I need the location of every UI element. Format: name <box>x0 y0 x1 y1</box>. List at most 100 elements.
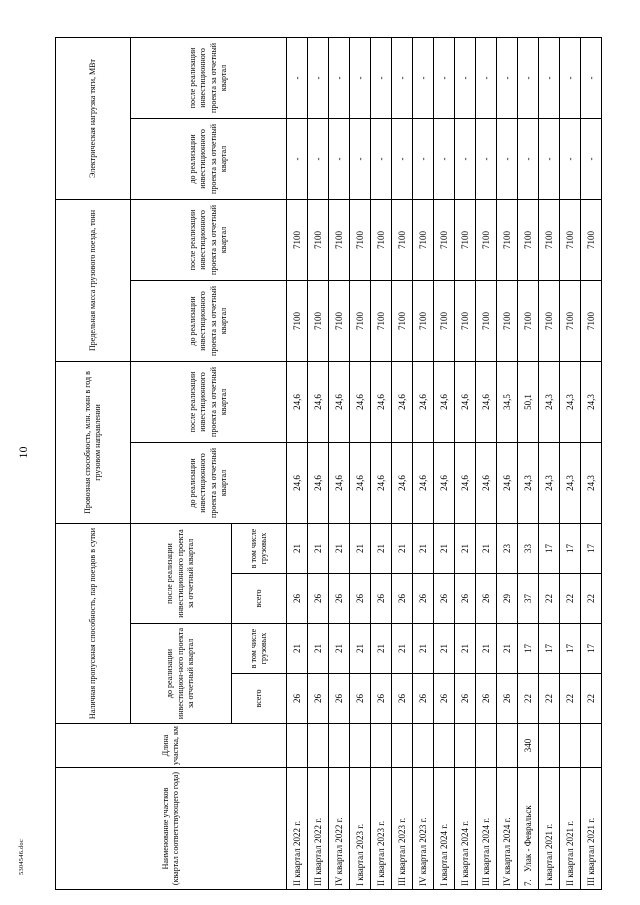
row-name-cell: I квартал 2023 г. <box>349 767 371 890</box>
cell-carry-before: 24,6 <box>307 442 329 524</box>
cell-mass-after: 7100 <box>286 199 308 281</box>
cell-electric-after: - <box>328 37 350 119</box>
cell-cap-after-freight: 23 <box>496 523 518 574</box>
cell-mass-before: 7100 <box>307 280 329 362</box>
cell-carry-before: 24,6 <box>370 442 392 524</box>
cell-cap-after-freight: 33 <box>517 523 539 574</box>
cell-mass-before: 7100 <box>559 280 581 362</box>
cell-electric-before: - <box>370 118 392 200</box>
cell-mass-before: 7100 <box>475 280 497 362</box>
header-capacity-after: после реализации инвестиционного проекта… <box>130 523 232 624</box>
header-section-name: Наименование участков (квартал соответст… <box>55 767 287 890</box>
table-header: Наименование участков (квартал соответст… <box>55 37 287 890</box>
cell-electric-before: - <box>328 118 350 200</box>
cell-electric-before: - <box>412 118 434 200</box>
cell-carry-after: 24,6 <box>475 361 497 443</box>
capacity-table: Наименование участков (квартал соответст… <box>55 37 602 890</box>
cell-carry-before: 24,6 <box>328 442 350 524</box>
cell-mass-before: 7100 <box>454 280 476 362</box>
cell-electric-after: - <box>454 37 476 119</box>
cell-mass-before: 7100 <box>538 280 560 362</box>
cell-carry-before: 24,6 <box>349 442 371 524</box>
cell-cap-after-total: 26 <box>412 573 434 624</box>
row-name: IV квартал 2024 г. <box>501 817 512 887</box>
cell-cap-after-freight: 17 <box>559 523 581 574</box>
header-capacity-after-total: всего <box>231 573 287 624</box>
cell-cap-after-total: 26 <box>307 573 329 624</box>
cell-mass-after: 7100 <box>307 199 329 281</box>
header-group-carrying: Провозная способность, млн. тонн в год в… <box>55 361 131 524</box>
row-name-cell: I квартал 2021 г. <box>538 767 560 890</box>
cell-electric-after: - <box>349 37 371 119</box>
cell-cap-after-total: 26 <box>370 573 392 624</box>
header-electric-before: до реализации инвестиционного проекта за… <box>130 118 287 200</box>
cell-carry-after: 24,6 <box>349 361 371 443</box>
row-name-cell: IV квартал 2023 г. <box>412 767 434 890</box>
table-row: IV квартал 2024 г. 26 21 29 23 24,6 34,5 7100 71… <box>496 37 518 890</box>
cell-cap-after-total: 26 <box>349 573 371 624</box>
cell-carry-after: 24,3 <box>559 361 581 443</box>
cell-mass-after: 7100 <box>328 199 350 281</box>
cell-cap-before-total: 26 <box>433 673 455 724</box>
cell-cap-before-freight: 21 <box>454 623 476 674</box>
cell-cap-after-total: 22 <box>559 573 581 624</box>
row-name-cell: I квартал 2024 г. <box>433 767 455 890</box>
cell-electric-after: - <box>370 37 392 119</box>
cell-carry-after: 24,6 <box>307 361 329 443</box>
cell-carry-before: 24,3 <box>559 442 581 524</box>
cell-length <box>370 723 392 768</box>
cell-electric-after: - <box>307 37 329 119</box>
cell-cap-before-freight: 21 <box>433 623 455 674</box>
cell-mass-after: 7100 <box>517 199 539 281</box>
row-name-cell: II квартал 2021 г. <box>559 767 581 890</box>
table-row: I квартал 2023 г. 26 21 26 21 24,6 24,6 7100 710… <box>349 37 371 890</box>
cell-mass-before: 7100 <box>286 280 308 362</box>
cell-length <box>433 723 455 768</box>
cell-cap-before-total: 26 <box>454 673 476 724</box>
cell-mass-before: 7100 <box>328 280 350 362</box>
cell-mass-after: 7100 <box>433 199 455 281</box>
cell-carry-before: 24,6 <box>412 442 434 524</box>
cell-length <box>580 723 602 768</box>
cell-cap-after-total: 26 <box>475 573 497 624</box>
cell-length <box>391 723 413 768</box>
cell-carry-after: 24,6 <box>391 361 413 443</box>
row-name-cell: III квартал 2024 г. <box>475 767 497 890</box>
cell-cap-before-total: 26 <box>286 673 308 724</box>
cell-electric-after: - <box>391 37 413 119</box>
cell-length <box>328 723 350 768</box>
row-name: I квартал 2021 г. <box>543 823 554 886</box>
cell-cap-before-total: 26 <box>496 673 518 724</box>
cell-carry-after: 50,1 <box>517 361 539 443</box>
cell-cap-before-freight: 21 <box>307 623 329 674</box>
cell-cap-before-freight: 21 <box>496 623 518 674</box>
cell-cap-before-freight: 21 <box>349 623 371 674</box>
cell-electric-after: - <box>286 37 308 119</box>
cell-carry-after: 24,6 <box>328 361 350 443</box>
cell-length <box>412 723 434 768</box>
cell-mass-before: 7100 <box>391 280 413 362</box>
cell-mass-before: 7100 <box>580 280 602 362</box>
cell-length <box>538 723 560 768</box>
cell-electric-before: - <box>559 118 581 200</box>
cell-cap-before-total: 26 <box>349 673 371 724</box>
cell-electric-after: - <box>517 37 539 119</box>
cell-cap-before-freight: 21 <box>286 623 308 674</box>
cell-mass-before: 7100 <box>412 280 434 362</box>
cell-carry-after: 24,3 <box>538 361 560 443</box>
cell-cap-after-total: 22 <box>580 573 602 624</box>
row-name: II квартал 2023 г. <box>375 820 386 886</box>
header-mass-before: до реализации инвестиционного проекта за… <box>130 280 287 362</box>
table-row: IV квартал 2022 г. 26 21 26 21 24,6 24,6 7100 71… <box>328 37 350 890</box>
table-row: II квартал 2023 г. 26 21 26 21 24,6 24,6 7100 71… <box>370 37 392 890</box>
header-section-length: Длина участка, км <box>55 723 287 768</box>
cell-carry-before: 24,6 <box>454 442 476 524</box>
header-group-mass: Предельная масса грузового поезда, тонн <box>55 199 131 362</box>
row-name: IV квартал 2023 г. <box>417 817 428 887</box>
row-name-cell: II квартал 2023 г. <box>370 767 392 890</box>
table-row: IV квартал 2023 г. 26 21 26 21 24,6 24,6 7100 71… <box>412 37 434 890</box>
table-row: III квартал 2023 г. 26 21 26 21 24,6 24,6 7100 7… <box>391 37 413 890</box>
cell-cap-before-freight: 21 <box>370 623 392 674</box>
cell-electric-before: - <box>391 118 413 200</box>
